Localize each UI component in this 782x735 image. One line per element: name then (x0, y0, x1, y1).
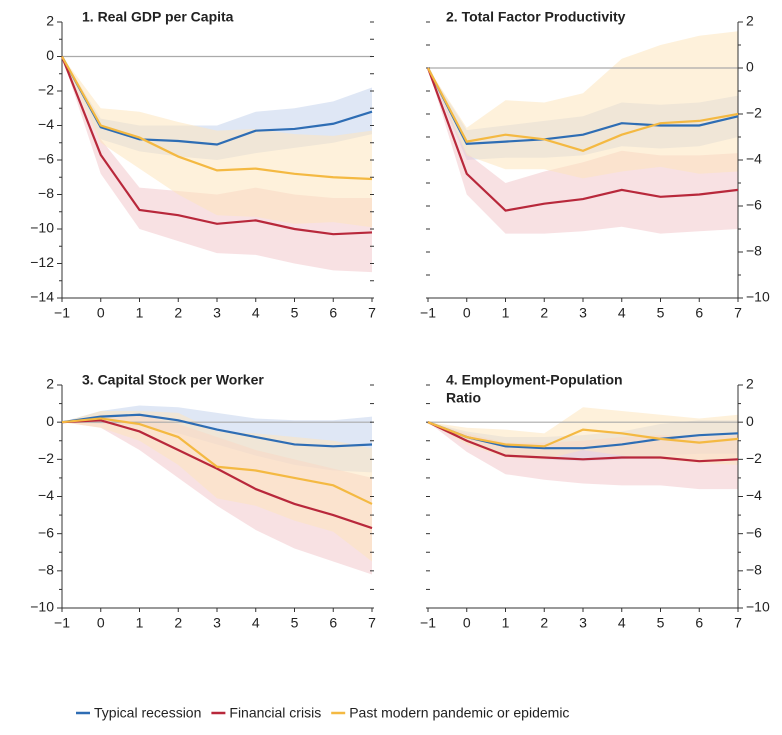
panel-title: 3. Capital Stock per Worker (82, 372, 264, 388)
x-tick-label: 1 (502, 615, 510, 631)
legend-label: Financial crisis (229, 705, 321, 721)
y-tick-label: 0 (746, 413, 754, 429)
confidence-band (62, 56, 372, 228)
y-tick-label: −8 (746, 562, 762, 578)
confidence-band (428, 68, 738, 234)
y-tick-label: −8 (746, 243, 762, 259)
x-tick-label: 1 (136, 305, 144, 321)
y-tick-label: −2 (38, 450, 54, 466)
x-tick-label: 0 (463, 615, 471, 631)
x-tick-label: 3 (213, 305, 221, 321)
x-tick-label: 6 (695, 305, 703, 321)
x-tick-label: 4 (618, 305, 626, 321)
x-tick-label: 2 (540, 305, 548, 321)
x-tick-label: 0 (97, 305, 105, 321)
series-line (60, 56, 373, 236)
x-tick-label: −1 (420, 615, 436, 631)
y-tick-label: 2 (746, 13, 754, 29)
confidence-band (428, 31, 738, 179)
y-tick-label: −2 (38, 82, 54, 98)
legend-label: Past modern pandemic or epidemic (349, 705, 569, 721)
x-tick-label: 5 (657, 305, 665, 321)
y-tick-label: −2 (746, 105, 762, 121)
y-tick-label: −4 (746, 151, 762, 167)
x-tick-label: 3 (579, 615, 587, 631)
y-tick-label: −8 (38, 562, 54, 578)
x-tick-label: 3 (213, 615, 221, 631)
x-tick-label: 7 (368, 305, 376, 321)
y-tick-label: −4 (38, 487, 54, 503)
x-tick-label: 4 (618, 615, 626, 631)
confidence-band (62, 411, 372, 562)
y-tick-label: 0 (746, 59, 754, 75)
x-tick-label: 4 (252, 615, 260, 631)
y-tick-label: −6 (746, 197, 762, 213)
y-tick-label: −10 (30, 220, 54, 236)
x-tick-label: 5 (291, 305, 299, 321)
y-tick-label: −12 (30, 254, 54, 270)
x-tick-label: 5 (291, 615, 299, 631)
x-tick-label: 6 (329, 305, 337, 321)
y-tick-label: 2 (46, 376, 54, 392)
x-tick-label: 6 (329, 615, 337, 631)
x-tick-label: 7 (734, 305, 742, 321)
x-tick-label: 6 (695, 615, 703, 631)
series-line (427, 421, 739, 448)
x-tick-label: −1 (54, 615, 70, 631)
series-line (427, 421, 739, 463)
x-tick-label: 3 (579, 305, 587, 321)
panel-title: 1. Real GDP per Capita (82, 9, 234, 25)
y-tick-label: −10 (746, 289, 770, 305)
series-line (61, 417, 373, 505)
series-line (61, 55, 373, 181)
x-tick-label: 7 (368, 615, 376, 631)
y-tick-label: −2 (746, 450, 762, 466)
x-tick-label: 1 (136, 615, 144, 631)
y-tick-label: 2 (46, 13, 54, 29)
y-tick-label: −14 (30, 289, 54, 305)
y-tick-label: −6 (38, 151, 54, 167)
y-tick-label: −8 (38, 185, 54, 201)
x-tick-label: 7 (734, 615, 742, 631)
series-line (427, 67, 739, 146)
x-tick-label: 2 (174, 615, 182, 631)
x-tick-label: 5 (657, 615, 665, 631)
x-tick-label: 0 (97, 615, 105, 631)
y-tick-label: −6 (746, 524, 762, 540)
panel-title: 2. Total Factor Productivity (446, 9, 626, 25)
y-tick-label: −6 (38, 524, 54, 540)
x-tick-label: 2 (540, 615, 548, 631)
series-line (61, 413, 373, 448)
x-tick-label: 2 (174, 305, 182, 321)
series-line (427, 67, 739, 152)
x-tick-label: 4 (252, 305, 260, 321)
y-tick-label: 2 (746, 376, 754, 392)
series-line (61, 419, 373, 530)
y-tick-label: −4 (746, 487, 762, 503)
y-tick-label: 0 (46, 47, 54, 63)
series-line (61, 55, 373, 146)
panel-title: Ratio (446, 390, 481, 406)
x-tick-label: −1 (420, 305, 436, 321)
x-tick-label: 1 (502, 305, 510, 321)
x-tick-label: −1 (54, 305, 70, 321)
x-tick-label: 0 (463, 305, 471, 321)
y-tick-label: −10 (30, 599, 54, 615)
y-tick-label: −4 (38, 116, 54, 132)
y-tick-label: −10 (746, 599, 770, 615)
y-tick-label: 0 (46, 413, 54, 429)
series-line (426, 67, 739, 212)
legend-label: Typical recession (94, 705, 201, 721)
panel-title: 4. Employment-Population (446, 372, 623, 388)
